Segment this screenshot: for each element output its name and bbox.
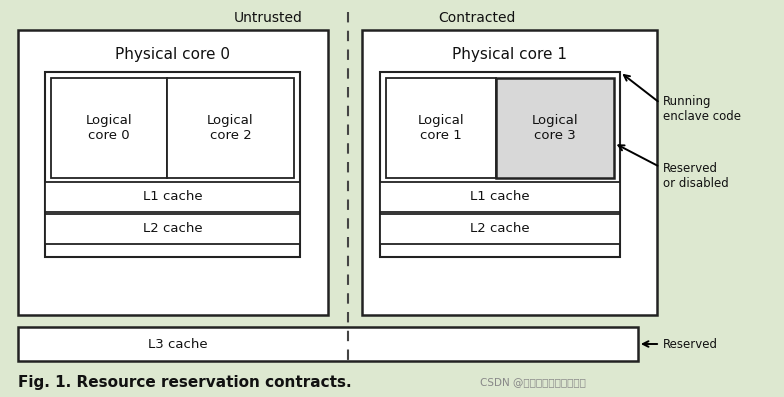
Text: L1 cache: L1 cache	[470, 191, 530, 204]
Text: L2 cache: L2 cache	[470, 222, 530, 235]
Text: Logical
core 2: Logical core 2	[207, 114, 254, 142]
Bar	[18, 30, 328, 315]
Text: Untrusted: Untrusted	[234, 11, 303, 25]
Bar	[496, 78, 614, 178]
Text: Reserved: Reserved	[663, 337, 718, 351]
Text: Logical
core 3: Logical core 3	[532, 114, 579, 142]
Text: Physical core 1: Physical core 1	[452, 46, 567, 62]
Bar	[51, 78, 167, 178]
Text: Logical
core 0: Logical core 0	[85, 114, 132, 142]
Bar	[45, 214, 300, 244]
Bar	[45, 182, 300, 212]
Text: Reserved
or disabled: Reserved or disabled	[663, 162, 729, 190]
Bar	[167, 78, 294, 178]
Bar	[45, 72, 300, 257]
Text: Running
enclave code: Running enclave code	[663, 95, 741, 123]
Bar	[362, 30, 657, 315]
Text: CSDN @粥粥粥少女的柠发条鸟: CSDN @粥粥粥少女的柠发条鸟	[480, 377, 586, 387]
Bar	[380, 182, 620, 212]
Text: Fig. 1. Resource reservation contracts.: Fig. 1. Resource reservation contracts.	[18, 374, 352, 389]
Text: L2 cache: L2 cache	[143, 222, 202, 235]
Text: Contracted: Contracted	[438, 11, 515, 25]
Bar	[18, 327, 638, 361]
Text: L3 cache: L3 cache	[148, 337, 208, 351]
Bar	[386, 78, 496, 178]
Text: Physical core 0: Physical core 0	[115, 46, 230, 62]
Bar	[380, 72, 620, 257]
Text: Logical
core 1: Logical core 1	[418, 114, 464, 142]
Text: L1 cache: L1 cache	[143, 191, 202, 204]
Bar	[380, 214, 620, 244]
